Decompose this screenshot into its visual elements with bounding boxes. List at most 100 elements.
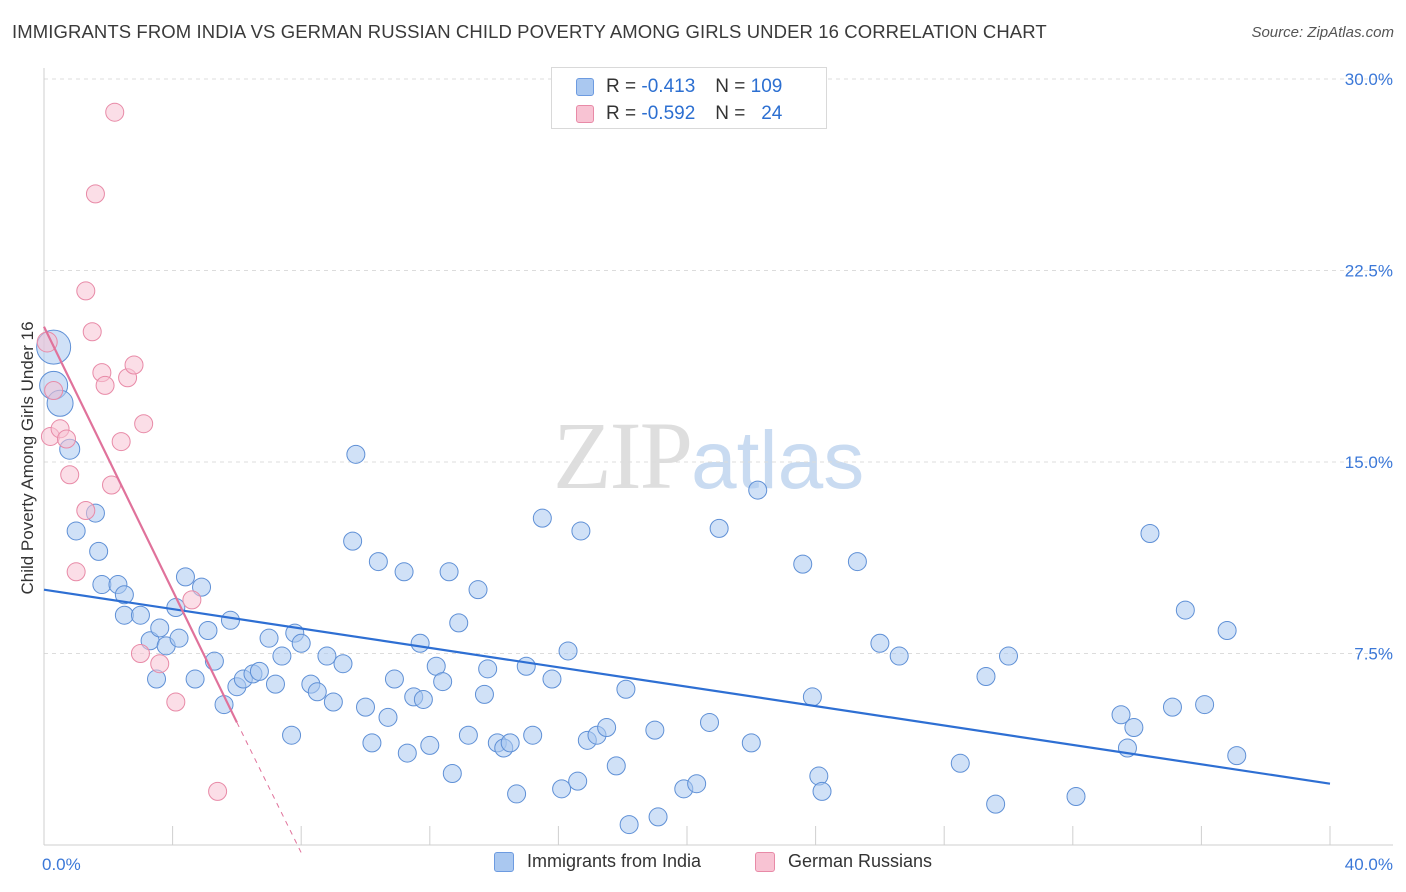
india-point bbox=[606, 756, 626, 776]
german-russian-trend-extension bbox=[236, 722, 302, 853]
india-point bbox=[516, 656, 536, 676]
legend-row-india: R = -0.413 N = 109 bbox=[576, 75, 782, 99]
german-russian-point bbox=[134, 414, 154, 434]
series-label-german-russians: German Russians bbox=[788, 851, 933, 871]
india-point bbox=[410, 633, 430, 653]
legend-r-label: R = bbox=[606, 76, 637, 97]
german-russian-point bbox=[124, 355, 144, 375]
india-point bbox=[478, 659, 498, 679]
german-russian-point bbox=[208, 781, 228, 801]
legend-n-label: N = bbox=[715, 103, 746, 124]
india-point bbox=[1111, 705, 1131, 725]
india-point bbox=[282, 725, 302, 745]
india-point bbox=[147, 669, 167, 689]
watermark-zip: ZIP bbox=[553, 402, 693, 509]
india-point bbox=[114, 605, 134, 625]
legend-swatch-india bbox=[576, 78, 594, 96]
german-russian-point bbox=[95, 375, 115, 395]
india-point bbox=[523, 725, 543, 745]
legend-row-german-russians: R = -0.592 N = 24 bbox=[576, 102, 782, 126]
india-point bbox=[1140, 523, 1160, 543]
india-point bbox=[192, 577, 212, 597]
india-point bbox=[378, 707, 398, 727]
india-point bbox=[999, 646, 1018, 666]
india-point bbox=[741, 733, 761, 753]
chart-title: IMMIGRANTS FROM INDIA VS GERMAN RUSSIAN … bbox=[12, 21, 1047, 42]
india-point bbox=[169, 628, 189, 648]
india-point bbox=[552, 779, 572, 799]
india-point bbox=[558, 641, 578, 661]
series-label-india: Immigrants from India bbox=[527, 851, 702, 871]
india-point bbox=[307, 682, 327, 702]
india-point bbox=[439, 562, 459, 582]
india-point bbox=[150, 618, 170, 638]
india-point bbox=[950, 753, 970, 773]
india-point bbox=[175, 567, 195, 587]
india-point bbox=[442, 764, 462, 784]
india-trend-line bbox=[43, 588, 1331, 785]
y-tick-label: 7.5% bbox=[1354, 645, 1393, 664]
legend-r-value: -0.592 bbox=[641, 103, 696, 124]
india-point bbox=[809, 766, 829, 786]
y-tick-label: 15.0% bbox=[1345, 453, 1393, 472]
series-legend: Immigrants from India German Russians bbox=[0, 851, 1406, 877]
india-point bbox=[449, 613, 469, 633]
india-point bbox=[474, 684, 494, 704]
india-point bbox=[346, 444, 366, 464]
india-point bbox=[468, 580, 488, 600]
y-axis-label: Child Poverty Among Girls Under 16 bbox=[18, 321, 37, 595]
india-point bbox=[420, 735, 440, 755]
german-russian-point bbox=[150, 654, 170, 674]
india-point bbox=[433, 672, 453, 692]
x-tick-label: 40.0% bbox=[1345, 855, 1393, 874]
india-point bbox=[249, 661, 269, 681]
india-point bbox=[413, 689, 433, 709]
india-point bbox=[1227, 746, 1247, 766]
india-point bbox=[114, 585, 134, 605]
india-point bbox=[568, 771, 588, 791]
axes bbox=[43, 68, 1393, 846]
india-point bbox=[185, 669, 205, 689]
india-point bbox=[89, 541, 109, 561]
india-point bbox=[648, 807, 668, 827]
german-russian-point bbox=[130, 644, 150, 663]
y-tick-label: 30.0% bbox=[1345, 70, 1393, 89]
india-point bbox=[1066, 786, 1086, 806]
india-point bbox=[333, 654, 353, 674]
india-point bbox=[793, 554, 813, 574]
german-russian-point bbox=[57, 429, 77, 449]
german-russian-point bbox=[105, 102, 125, 122]
india-point bbox=[272, 646, 292, 666]
india-point bbox=[748, 480, 768, 500]
y-tick-label: 22.5% bbox=[1345, 262, 1393, 281]
india-point bbox=[1175, 600, 1195, 620]
series-swatch-india bbox=[494, 851, 514, 872]
german-russian-point bbox=[85, 184, 105, 204]
german-russian-point bbox=[44, 381, 64, 401]
chart-source: Source: ZipAtlas.com bbox=[1251, 24, 1394, 41]
india-point bbox=[687, 774, 707, 794]
series-swatch-german-russians bbox=[755, 851, 775, 872]
india-point bbox=[384, 669, 404, 689]
legend-swatch-german-russians bbox=[576, 105, 594, 123]
german-russian-trend-line bbox=[43, 326, 238, 723]
india-point bbox=[802, 687, 822, 707]
german-russian-point bbox=[111, 432, 131, 452]
india-point bbox=[709, 518, 729, 538]
india-point bbox=[397, 743, 417, 763]
india-point bbox=[889, 646, 909, 666]
watermark-atlas: atlas bbox=[691, 415, 865, 506]
grid-lines bbox=[44, 78, 1393, 654]
india-point bbox=[976, 666, 996, 686]
india-point bbox=[343, 531, 363, 551]
legend-r-value: -0.413 bbox=[641, 76, 696, 97]
india-point bbox=[645, 720, 665, 740]
india-point bbox=[130, 605, 150, 625]
india-point bbox=[542, 669, 562, 689]
india-point bbox=[323, 692, 343, 712]
india-point bbox=[198, 621, 218, 641]
india-point bbox=[1162, 697, 1182, 717]
legend-n-label: N = bbox=[715, 76, 746, 97]
india-point bbox=[619, 815, 639, 835]
